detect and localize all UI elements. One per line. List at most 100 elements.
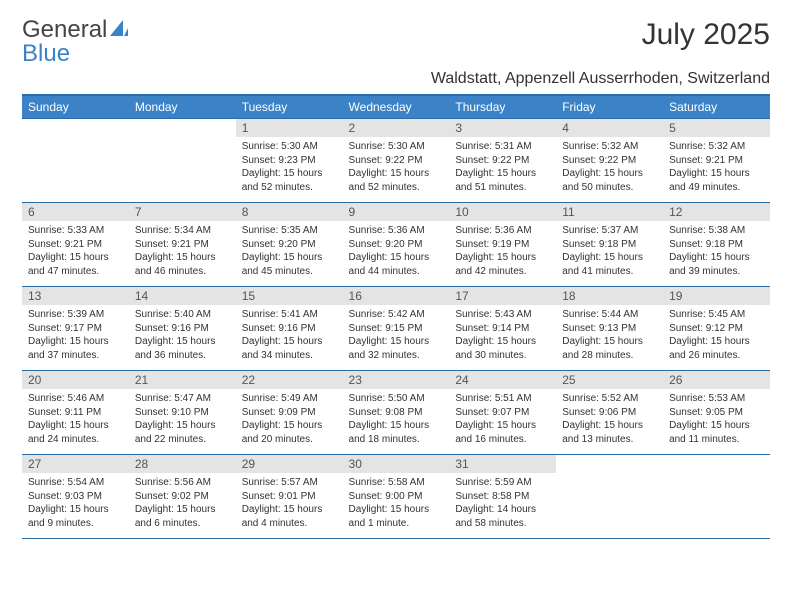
daylight-line-2: and 51 minutes. (455, 181, 550, 195)
daylight-line-1: Daylight: 15 hours (135, 335, 230, 349)
day-number: 19 (663, 287, 770, 305)
weekday-friday: Friday (556, 96, 663, 119)
day-number: 23 (343, 371, 450, 389)
sunset-line: Sunset: 9:03 PM (28, 490, 123, 504)
day-number: 5 (663, 119, 770, 137)
month-title: July 2025 (642, 18, 770, 52)
daylight-line-2: and 52 minutes. (349, 181, 444, 195)
day-cell: 18Sunrise: 5:44 AMSunset: 9:13 PMDayligh… (556, 287, 663, 371)
daylight-line-2: and 4 minutes. (242, 517, 337, 531)
sunrise-line: Sunrise: 5:42 AM (349, 308, 444, 322)
daylight-line-2: and 37 minutes. (28, 349, 123, 363)
daylight-line-2: and 52 minutes. (242, 181, 337, 195)
daylight-line-2: and 32 minutes. (349, 349, 444, 363)
logo-blue: Blue (22, 40, 70, 67)
day-cell: 15Sunrise: 5:41 AMSunset: 9:16 PMDayligh… (236, 287, 343, 371)
daylight-line-2: and 36 minutes. (135, 349, 230, 363)
weekday-monday: Monday (129, 96, 236, 119)
sunrise-line: Sunrise: 5:49 AM (242, 392, 337, 406)
sunrise-line: Sunrise: 5:35 AM (242, 224, 337, 238)
day-cell: 1Sunrise: 5:30 AMSunset: 9:23 PMDaylight… (236, 119, 343, 203)
day-cell: 14Sunrise: 5:40 AMSunset: 9:16 PMDayligh… (129, 287, 236, 371)
daylight-line-1: Daylight: 15 hours (669, 419, 764, 433)
daylight-line-2: and 41 minutes. (562, 265, 657, 279)
daylight-line-2: and 26 minutes. (669, 349, 764, 363)
day-number: 28 (129, 455, 236, 473)
daylight-line-2: and 49 minutes. (669, 181, 764, 195)
sunset-line: Sunset: 9:21 PM (28, 238, 123, 252)
day-number: 15 (236, 287, 343, 305)
day-number: 10 (449, 203, 556, 221)
daylight-line-2: and 44 minutes. (349, 265, 444, 279)
daylight-line-2: and 1 minute. (349, 517, 444, 531)
day-cell: 5Sunrise: 5:32 AMSunset: 9:21 PMDaylight… (663, 119, 770, 203)
sunset-line: Sunset: 9:23 PM (242, 154, 337, 168)
day-number: 20 (22, 371, 129, 389)
sunset-line: Sunset: 9:05 PM (669, 406, 764, 420)
daylight-line-2: and 58 minutes. (455, 517, 550, 531)
sunrise-line: Sunrise: 5:32 AM (562, 140, 657, 154)
day-number: 31 (449, 455, 556, 473)
sunset-line: Sunset: 9:22 PM (349, 154, 444, 168)
day-details: Sunrise: 5:35 AMSunset: 9:20 PMDaylight:… (236, 221, 343, 282)
day-details: Sunrise: 5:43 AMSunset: 9:14 PMDaylight:… (449, 305, 556, 366)
day-cell: 20Sunrise: 5:46 AMSunset: 9:11 PMDayligh… (22, 371, 129, 455)
day-cell: 25Sunrise: 5:52 AMSunset: 9:06 PMDayligh… (556, 371, 663, 455)
sunset-line: Sunset: 9:17 PM (28, 322, 123, 336)
daylight-line-1: Daylight: 15 hours (349, 167, 444, 181)
daylight-line-2: and 20 minutes. (242, 433, 337, 447)
day-cell: 31Sunrise: 5:59 AMSunset: 8:58 PMDayligh… (449, 455, 556, 539)
daylight-line-1: Daylight: 15 hours (669, 167, 764, 181)
day-details: Sunrise: 5:42 AMSunset: 9:15 PMDaylight:… (343, 305, 450, 366)
daylight-line-1: Daylight: 15 hours (135, 419, 230, 433)
sunset-line: Sunset: 9:14 PM (455, 322, 550, 336)
day-cell: 8Sunrise: 5:35 AMSunset: 9:20 PMDaylight… (236, 203, 343, 287)
day-cell: 23Sunrise: 5:50 AMSunset: 9:08 PMDayligh… (343, 371, 450, 455)
day-number: 11 (556, 203, 663, 221)
day-number: 16 (343, 287, 450, 305)
sunrise-line: Sunrise: 5:30 AM (349, 140, 444, 154)
sunrise-line: Sunrise: 5:32 AM (669, 140, 764, 154)
weekday-header-row: Sunday Monday Tuesday Wednesday Thursday… (22, 96, 770, 119)
day-details: Sunrise: 5:53 AMSunset: 9:05 PMDaylight:… (663, 389, 770, 450)
day-number: 9 (343, 203, 450, 221)
daylight-line-1: Daylight: 15 hours (455, 419, 550, 433)
day-cell: 9Sunrise: 5:36 AMSunset: 9:20 PMDaylight… (343, 203, 450, 287)
daylight-line-2: and 11 minutes. (669, 433, 764, 447)
day-number: 30 (343, 455, 450, 473)
sunrise-line: Sunrise: 5:37 AM (562, 224, 657, 238)
sunset-line: Sunset: 9:20 PM (349, 238, 444, 252)
sunrise-line: Sunrise: 5:36 AM (349, 224, 444, 238)
day-details: Sunrise: 5:37 AMSunset: 9:18 PMDaylight:… (556, 221, 663, 282)
sunset-line: Sunset: 9:09 PM (242, 406, 337, 420)
day-cell: 7Sunrise: 5:34 AMSunset: 9:21 PMDaylight… (129, 203, 236, 287)
day-cell: 29Sunrise: 5:57 AMSunset: 9:01 PMDayligh… (236, 455, 343, 539)
daylight-line-1: Daylight: 15 hours (135, 503, 230, 517)
daylight-line-1: Daylight: 15 hours (28, 335, 123, 349)
day-cell: 4Sunrise: 5:32 AMSunset: 9:22 PMDaylight… (556, 119, 663, 203)
calendar-row: 6Sunrise: 5:33 AMSunset: 9:21 PMDaylight… (22, 203, 770, 287)
day-cell: 6Sunrise: 5:33 AMSunset: 9:21 PMDaylight… (22, 203, 129, 287)
sunrise-line: Sunrise: 5:53 AM (669, 392, 764, 406)
sunset-line: Sunset: 9:22 PM (562, 154, 657, 168)
day-number: 1 (236, 119, 343, 137)
sunrise-line: Sunrise: 5:36 AM (455, 224, 550, 238)
day-number: 7 (129, 203, 236, 221)
day-number: 3 (449, 119, 556, 137)
daylight-line-1: Daylight: 15 hours (242, 335, 337, 349)
calendar-row: 13Sunrise: 5:39 AMSunset: 9:17 PMDayligh… (22, 287, 770, 371)
daylight-line-2: and 24 minutes. (28, 433, 123, 447)
day-cell: 26Sunrise: 5:53 AMSunset: 9:05 PMDayligh… (663, 371, 770, 455)
day-details: Sunrise: 5:32 AMSunset: 9:22 PMDaylight:… (556, 137, 663, 198)
daylight-line-1: Daylight: 15 hours (242, 251, 337, 265)
day-number: 21 (129, 371, 236, 389)
day-details: Sunrise: 5:41 AMSunset: 9:16 PMDaylight:… (236, 305, 343, 366)
day-details: Sunrise: 5:47 AMSunset: 9:10 PMDaylight:… (129, 389, 236, 450)
day-number: 13 (22, 287, 129, 305)
daylight-line-1: Daylight: 15 hours (669, 335, 764, 349)
daylight-line-1: Daylight: 15 hours (135, 251, 230, 265)
daylight-line-2: and 30 minutes. (455, 349, 550, 363)
sunrise-line: Sunrise: 5:59 AM (455, 476, 550, 490)
sunset-line: Sunset: 8:58 PM (455, 490, 550, 504)
sunrise-line: Sunrise: 5:57 AM (242, 476, 337, 490)
